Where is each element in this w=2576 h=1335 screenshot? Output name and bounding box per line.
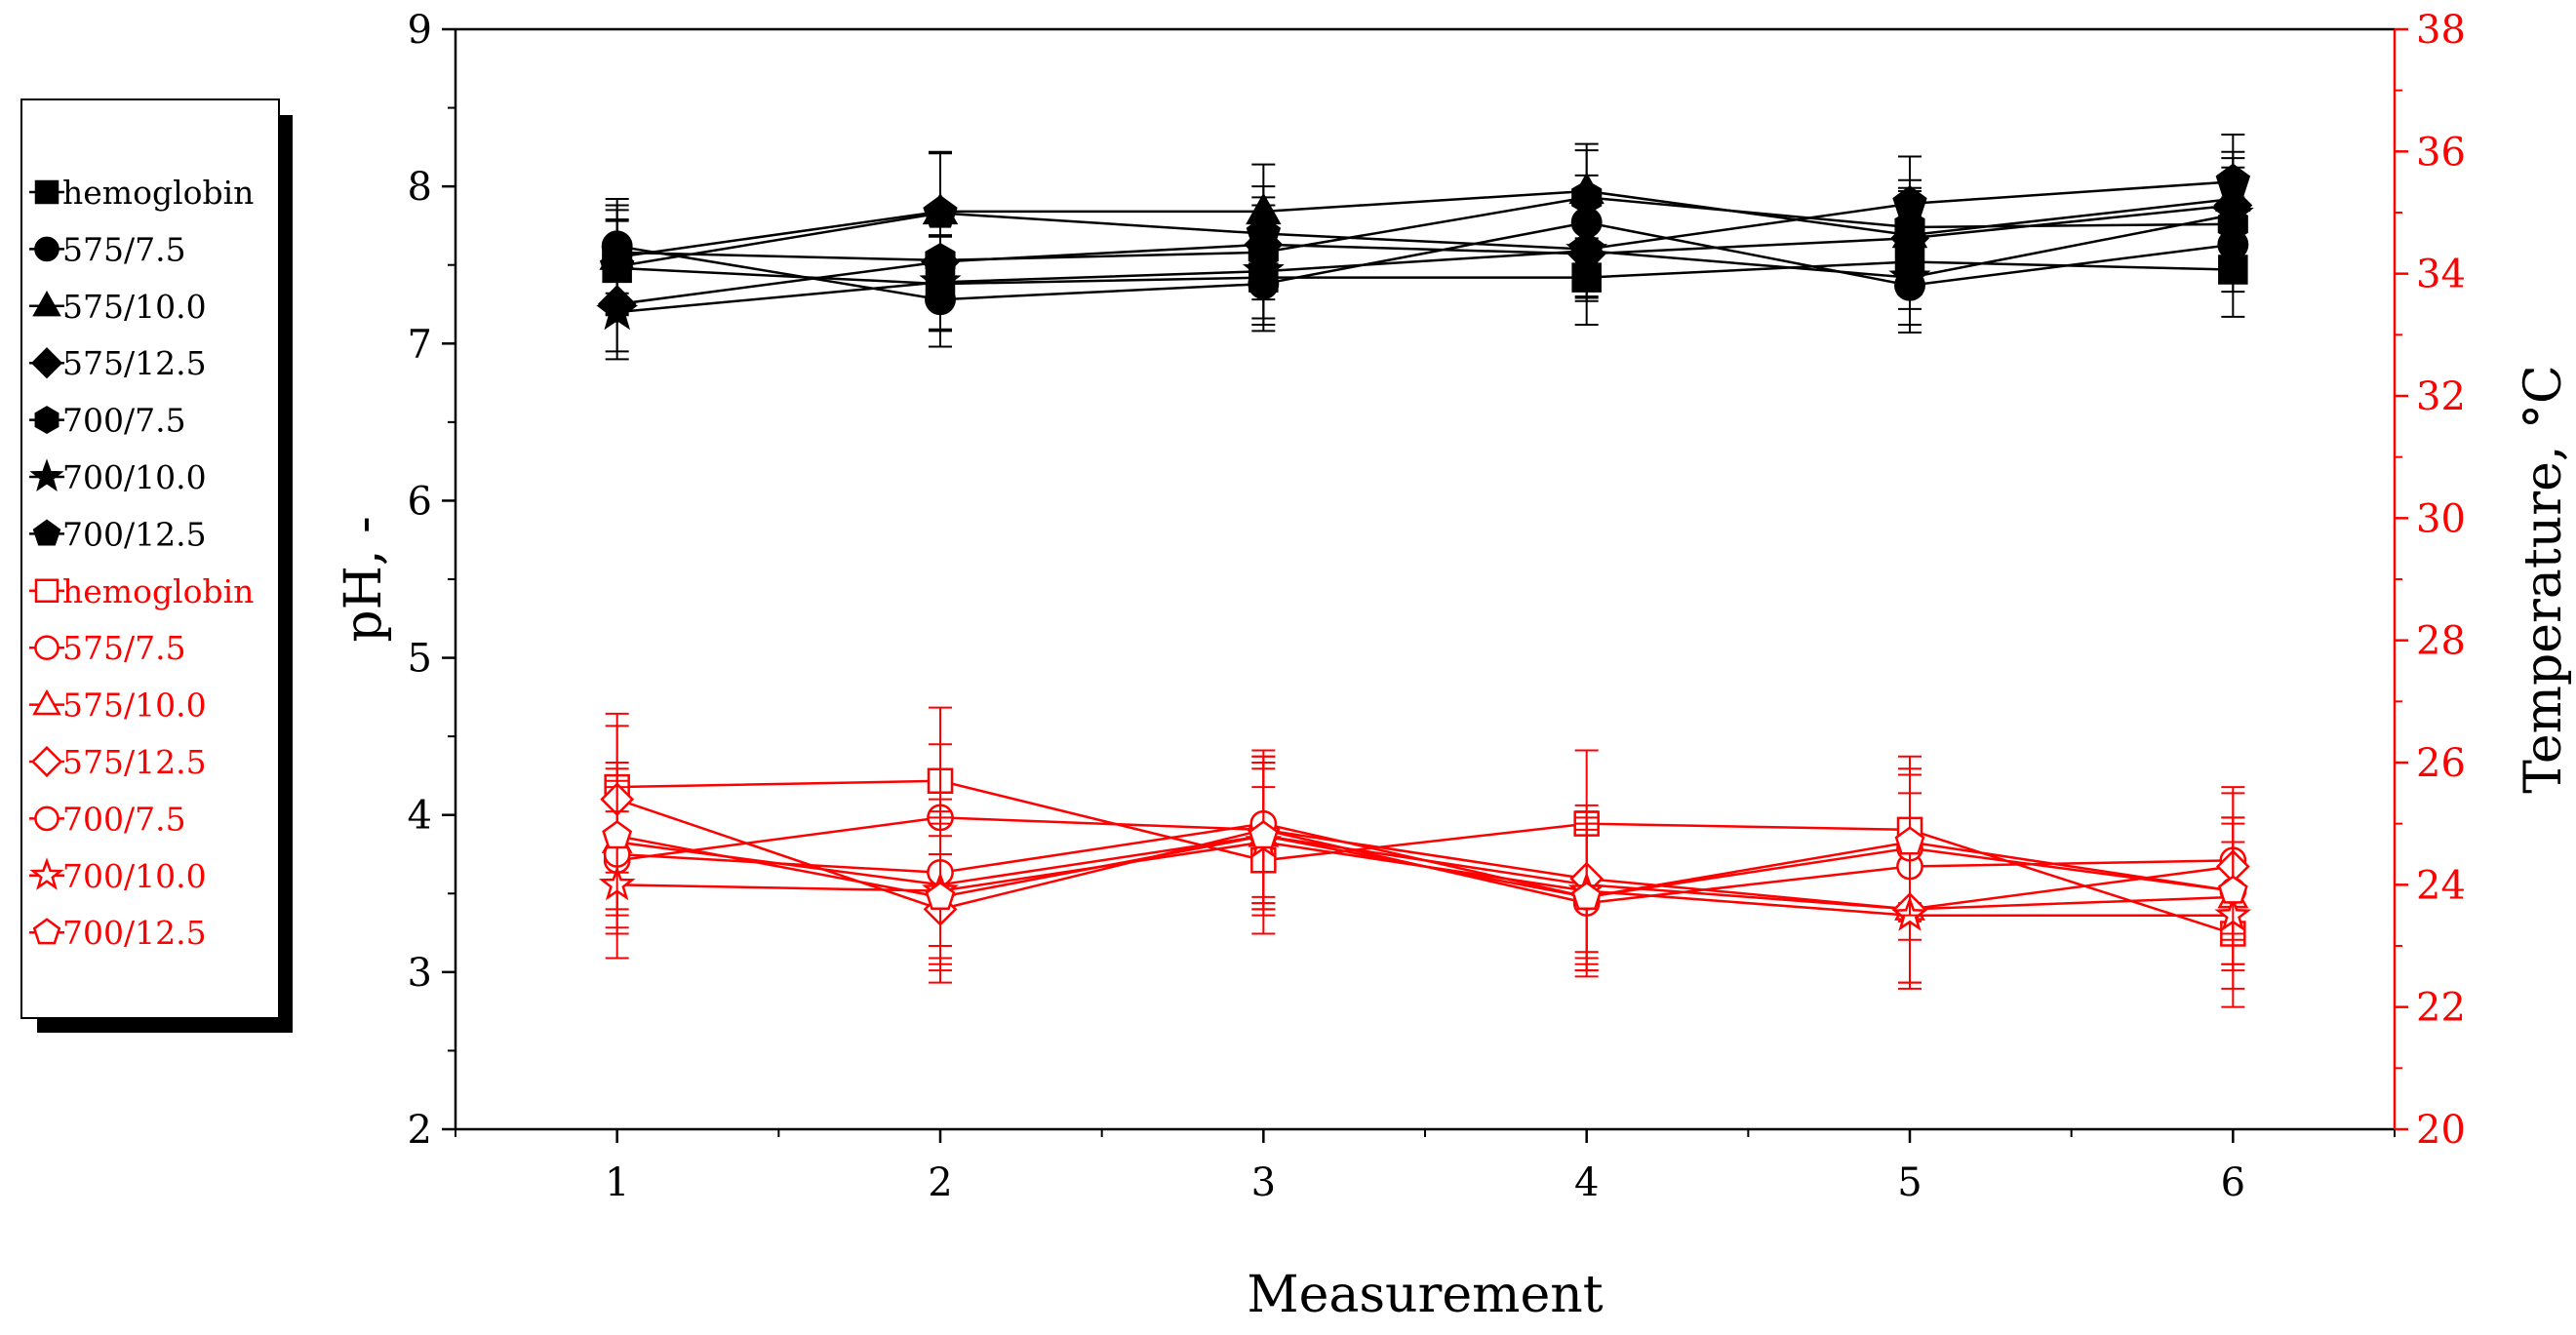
y-right-tick-label-20: 20 bbox=[2416, 1108, 2466, 1153]
legend-marker-temp-700-12-5-pentagon bbox=[32, 918, 61, 945]
x-tick-label-1: 1 bbox=[605, 1160, 629, 1205]
legend-label-temp-575-7-5-circle: 575/7.5 bbox=[62, 629, 186, 667]
legend-label-temp-700-10-0-star: 700/10.0 bbox=[62, 857, 207, 895]
series-line-ph-700-10-0-star bbox=[616, 213, 2234, 314]
y-right-tick-label-22: 22 bbox=[2416, 986, 2466, 1031]
legend-label-ph-575-7-5-circle: 575/7.5 bbox=[62, 230, 186, 268]
legend-box bbox=[20, 98, 280, 1019]
legend-marker-temp-700-10-0-star bbox=[29, 857, 64, 890]
data-point-ph-700-12-5-pentagon bbox=[2215, 163, 2251, 197]
series-line-ph-hemoglobin-square bbox=[616, 260, 2234, 286]
legend-marker-temp-700-7-5-circle bbox=[34, 805, 59, 832]
y-right-tick-label-28: 28 bbox=[2416, 619, 2466, 664]
series-line-ph-700-12-5-pentagon bbox=[616, 180, 2234, 268]
data-point-ph-700-12-5-pentagon bbox=[599, 248, 635, 282]
x-tick-label-2: 2 bbox=[928, 1160, 952, 1205]
y-right-tick-label-32: 32 bbox=[2416, 374, 2466, 419]
y-left-tick-label-9: 9 bbox=[408, 8, 432, 53]
series-ph-700-12-5-pentagon bbox=[599, 133, 2251, 315]
series-line-temp-700-12-5-pentagon bbox=[616, 834, 2234, 899]
legend-marker-temp-hemoglobin-square bbox=[34, 578, 59, 604]
legend-label-ph-700-10-0-star: 700/10.0 bbox=[62, 458, 207, 496]
y-left-tick-label-8: 8 bbox=[408, 165, 432, 210]
legend-marker-temp-575-10-0-triangle bbox=[32, 688, 61, 716]
y-right-tick-label-34: 34 bbox=[2416, 253, 2466, 297]
x-tick-label-5: 5 bbox=[1897, 1160, 1922, 1205]
series-temp-700-12-5-pentagon bbox=[602, 762, 2248, 972]
y-right-tick-label-36: 36 bbox=[2416, 130, 2466, 175]
data-point-temp-700-12-5-pentagon bbox=[1571, 881, 1603, 910]
y-right-tick-label-24: 24 bbox=[2416, 863, 2466, 908]
data-point-temp-700-12-5-pentagon bbox=[602, 820, 633, 849]
legend-label-temp-575-12-5-diamond: 575/12.5 bbox=[62, 743, 207, 781]
y-right-tick-label-30: 30 bbox=[2416, 496, 2466, 541]
legend-label-ph-hemoglobin-square: hemoglobin bbox=[62, 174, 254, 212]
y-left-axis-title: pH, - bbox=[335, 516, 393, 642]
series-line-ph-575-7-5-circle bbox=[616, 220, 2234, 301]
y-right-tick-label-38: 38 bbox=[2416, 8, 2466, 53]
legend-label-ph-575-10-0-triangle: 575/10.0 bbox=[62, 288, 207, 326]
legend-marker-ph-700-12-5-pentagon bbox=[32, 519, 61, 546]
data-point-temp-700-12-5-pentagon bbox=[1248, 820, 1279, 849]
legend-label-temp-700-7-5-circle: 700/7.5 bbox=[62, 800, 186, 838]
data-point-ph-700-10-0-star bbox=[1888, 255, 1931, 295]
legend-label-temp-hemoglobin-square: hemoglobin bbox=[62, 572, 254, 610]
plot-area bbox=[596, 133, 2254, 1008]
y-right-axis-title: Temperature, °C bbox=[2515, 365, 2573, 794]
data-point-ph-700-12-5-pentagon bbox=[1568, 230, 1605, 264]
legend-marker-ph-575-10-0-triangle bbox=[32, 291, 61, 317]
y-left-tick-label-2: 2 bbox=[408, 1108, 432, 1153]
legend-label-temp-575-10-0-triangle: 575/10.0 bbox=[62, 687, 207, 725]
legend-marker-ph-700-10-0-star bbox=[29, 458, 64, 491]
y-right-tick-label-26: 26 bbox=[2416, 741, 2466, 786]
legend-marker-ph-hemoglobin-square bbox=[34, 179, 59, 205]
y-left-tick-label-4: 4 bbox=[408, 794, 432, 839]
series-line-temp-hemoglobin-square bbox=[616, 779, 2234, 935]
y-left-tick-label-7: 7 bbox=[408, 322, 432, 367]
data-point-temp-700-12-5-pentagon bbox=[925, 881, 956, 910]
legend-label-ph-700-7-5-hexagon: 700/7.5 bbox=[62, 402, 186, 440]
y-left-tick-label-5: 5 bbox=[408, 637, 432, 682]
x-tick-label-4: 4 bbox=[1574, 1160, 1599, 1205]
legend-marker-ph-575-12-5-diamond bbox=[30, 347, 63, 379]
legend-marker-ph-700-7-5-hexagon bbox=[34, 406, 59, 435]
series-line-ph-575-10-0-triangle bbox=[616, 189, 2234, 258]
x-tick-label-3: 3 bbox=[1251, 1160, 1276, 1205]
data-point-ph-700-12-5-pentagon bbox=[1246, 215, 1282, 249]
series-line-ph-700-7-5-hexagon bbox=[616, 196, 2234, 262]
data-point-ph-700-12-5-pentagon bbox=[923, 194, 958, 228]
x-axis-title: Measurement bbox=[1247, 1266, 1603, 1324]
legend-label-ph-575-12-5-diamond: 575/12.5 bbox=[62, 344, 207, 382]
data-point-ph-700-12-5-pentagon bbox=[1892, 185, 1927, 218]
y-left-tick-label-6: 6 bbox=[408, 479, 432, 524]
legend-marker-temp-575-12-5-diamond bbox=[30, 745, 63, 778]
data-point-temp-700-12-5-pentagon bbox=[1894, 826, 1925, 855]
legend-marker-ph-575-7-5-circle bbox=[34, 236, 59, 262]
series-line-temp-700-7-5-circle bbox=[616, 822, 2234, 899]
legend-label-temp-700-12-5-pentagon: 700/12.5 bbox=[62, 914, 207, 952]
legend-marker-temp-575-7-5-circle bbox=[34, 635, 59, 661]
y-left-tick-label-3: 3 bbox=[408, 951, 432, 996]
series-line-ph-575-12-5-diamond bbox=[616, 204, 2234, 306]
data-point-temp-700-12-5-pentagon bbox=[2217, 875, 2248, 904]
x-tick-label-6: 6 bbox=[2221, 1160, 2245, 1205]
legend-label-ph-700-12-5-pentagon: 700/12.5 bbox=[62, 515, 207, 553]
legend: hemoglobin 575/7.5 575/10.0 575/12.5 700/7.5… bbox=[29, 174, 254, 952]
data-point-ph-700-10-0-star bbox=[919, 259, 962, 300]
